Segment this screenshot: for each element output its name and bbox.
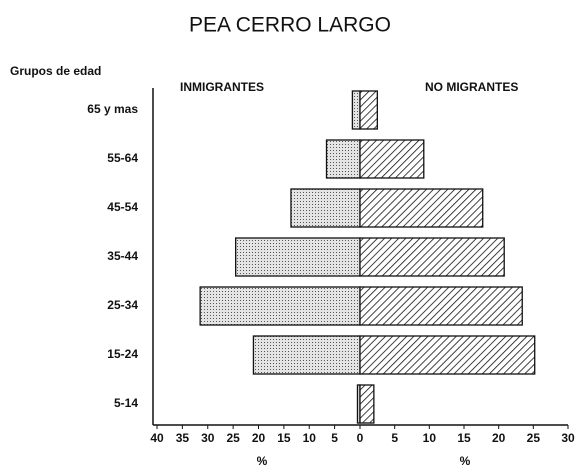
y-tick-label: 25-34	[107, 298, 138, 312]
legend-right: NO MIGRANTES	[425, 80, 518, 94]
x-tick-label: 5	[391, 431, 398, 445]
bar	[359, 139, 425, 179]
y-tick-label: 35-44	[107, 249, 138, 263]
bar	[359, 384, 375, 424]
legend-left: INMIGRANTES	[180, 80, 264, 94]
x-tick-label: 30	[201, 431, 215, 445]
bar	[252, 335, 361, 375]
x-tick-label: 35	[176, 431, 190, 445]
bar	[359, 335, 536, 375]
y-tick-label: 15-24	[107, 347, 138, 361]
bar	[351, 90, 361, 130]
x-tick-label: 15	[277, 431, 291, 445]
x-tick-label: 5	[331, 431, 338, 445]
bar	[235, 237, 361, 277]
x-tick-label: 10	[423, 431, 437, 445]
y-tick-label: 5-14	[114, 396, 138, 410]
x-axis-label: %	[460, 454, 471, 468]
y-axis-label: Grupos de edad	[10, 64, 101, 78]
x-axis-label: %	[257, 454, 268, 468]
x-tick-label: 15	[457, 431, 471, 445]
bar	[359, 90, 378, 130]
bar	[290, 188, 361, 228]
y-tick-label: 55-64	[107, 151, 138, 165]
bar	[359, 188, 484, 228]
x-tick-label: 0	[357, 431, 364, 445]
x-tick-label: 25	[226, 431, 240, 445]
x-tick-label: 40	[150, 431, 164, 445]
x-tick-label: 30	[561, 431, 575, 445]
bar	[325, 139, 361, 179]
bar	[199, 286, 361, 326]
chart-title: PEA CERRO LARGO	[189, 14, 391, 37]
x-tick-label: 20	[252, 431, 266, 445]
bar	[359, 286, 523, 326]
y-tick-label: 45-54	[107, 200, 138, 214]
x-tick-label: 20	[492, 431, 506, 445]
x-tick-label: 25	[527, 431, 541, 445]
x-tick-label: 10	[303, 431, 317, 445]
bar	[359, 237, 505, 277]
y-tick-label: 65 y mas	[87, 102, 138, 116]
